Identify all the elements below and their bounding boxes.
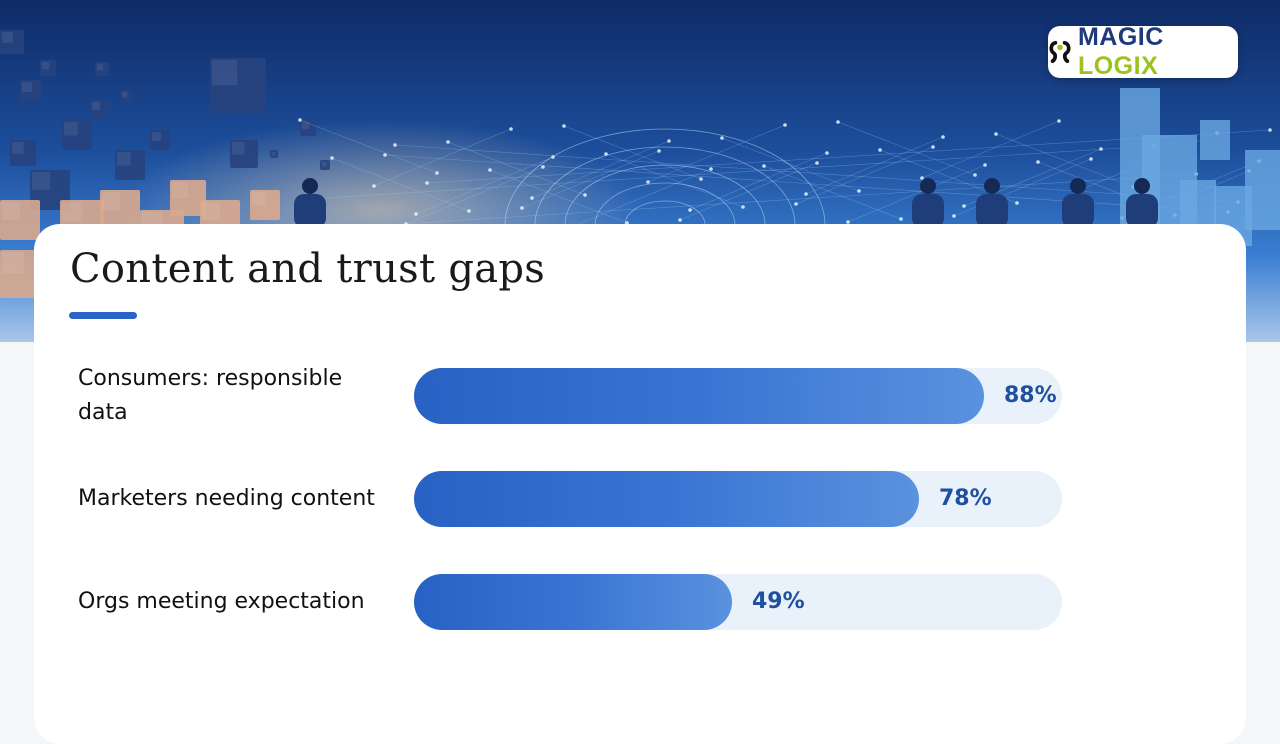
title-underline <box>69 312 137 319</box>
bar <box>414 368 984 424</box>
logo-mark-icon <box>1049 40 1071 64</box>
bar-value-label: 49% <box>752 589 805 614</box>
logo-text-magic: MAGIC <box>1077 23 1164 51</box>
bar-category-label: Orgs meeting expectation <box>78 589 365 614</box>
bar <box>414 574 732 630</box>
bar-value-label: 78% <box>939 486 992 511</box>
page-title: Content and trust gaps <box>70 246 546 292</box>
brand-logo: MAGIC LOGIX <box>1048 23 1238 81</box>
bar <box>414 471 919 527</box>
logo-text-logix: LOGIX <box>1077 52 1159 80</box>
bar-category-label: Consumers: responsible data <box>78 366 343 425</box>
bar-category-label: Marketers needing content <box>78 486 375 511</box>
bar-value-label: 88% <box>1004 383 1057 408</box>
logo-text: MAGIC LOGIX <box>1078 23 1238 81</box>
